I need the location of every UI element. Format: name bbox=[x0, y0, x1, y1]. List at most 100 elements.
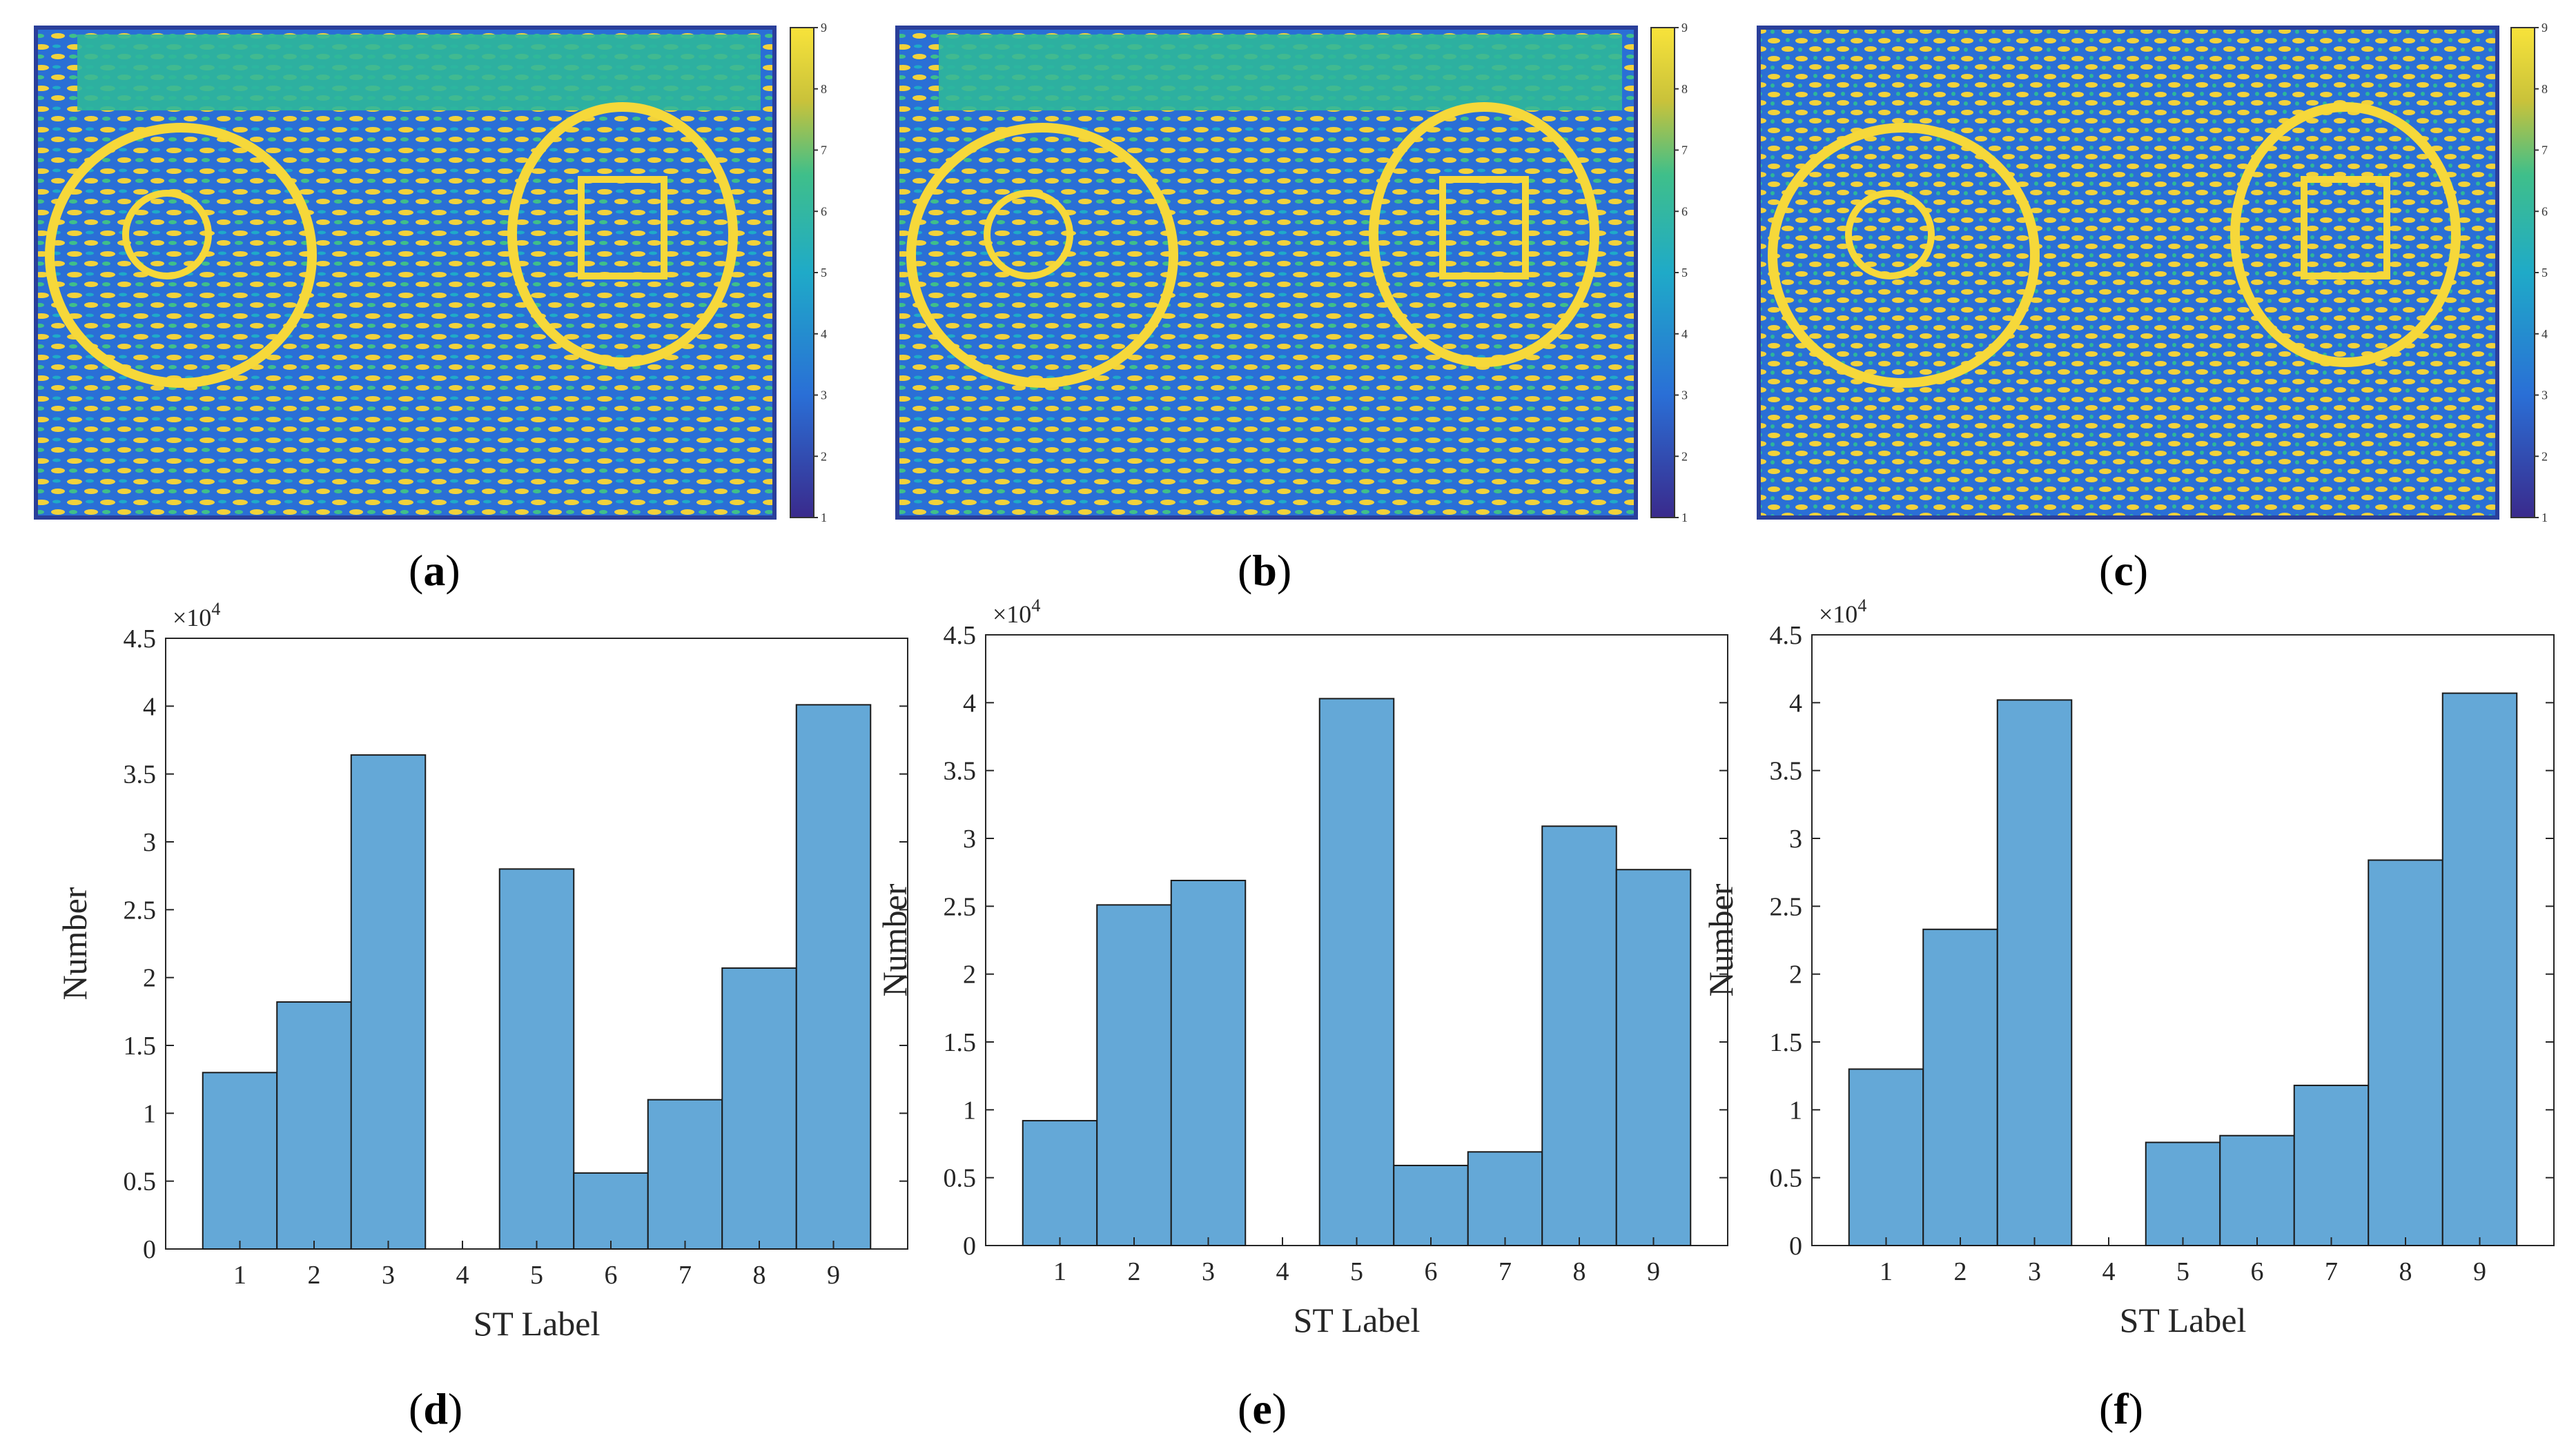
y-tick-label: 4 bbox=[963, 689, 976, 718]
colorbar-tick-label: 5 bbox=[2541, 266, 2548, 279]
bar bbox=[2368, 859, 2443, 1246]
bar bbox=[721, 967, 797, 1250]
colorbar-tick-label: 2 bbox=[821, 449, 827, 463]
colorbar-tick-label: 3 bbox=[821, 388, 827, 402]
x-tick-label: 2 bbox=[1954, 1257, 1967, 1286]
caption-f: (f) bbox=[2099, 1384, 2143, 1433]
colorbar-tick-label: 4 bbox=[1681, 327, 1688, 341]
caption-a: (a) bbox=[409, 546, 460, 595]
st-label-maps: 1 2 3 4 5 6 7 8 9 1 2 3 4 5 6 7 8 9 1 2 3 4 5 6 7 8 9 bbox=[34, 21, 2548, 524]
balloon-logo bbox=[122, 190, 212, 279]
y-tick-label: 0 bbox=[963, 1232, 976, 1261]
y-tick-label: 2.5 bbox=[944, 892, 977, 921]
bar bbox=[1318, 698, 1395, 1246]
y-tick-label: 4.5 bbox=[1770, 621, 1803, 650]
st-map-border bbox=[1757, 26, 2499, 520]
y-tick-label: 4.5 bbox=[124, 624, 157, 653]
colorbar-tick-label: 7 bbox=[821, 144, 827, 157]
colorbar-tick-label: 6 bbox=[821, 204, 827, 218]
balloon-right bbox=[507, 102, 738, 367]
x-tick-label: 9 bbox=[827, 1261, 840, 1290]
st-map-panel: 1 2 3 4 5 6 7 8 9 bbox=[1757, 21, 2548, 524]
y-axis-label: Number bbox=[875, 883, 914, 996]
bar bbox=[2145, 1141, 2221, 1246]
x-tick-label: 5 bbox=[1350, 1257, 1363, 1286]
colorbar-tick-label: 5 bbox=[821, 266, 827, 279]
colorbar-tick-label: 8 bbox=[821, 82, 827, 96]
bar bbox=[202, 1072, 278, 1250]
bar bbox=[1022, 1120, 1098, 1246]
y-tick-label: 2.5 bbox=[1770, 892, 1803, 921]
x-tick-label: 3 bbox=[2028, 1257, 2041, 1286]
x-tick-label: 2 bbox=[1128, 1257, 1141, 1286]
exponent-power: 4 bbox=[1857, 596, 1866, 616]
x-tick-label: 6 bbox=[1425, 1257, 1438, 1286]
x-tick-label: 8 bbox=[1573, 1257, 1586, 1286]
balloon-logo bbox=[1845, 190, 1935, 279]
bar bbox=[2441, 692, 2518, 1246]
x-axis-label: ST Label bbox=[1294, 1301, 1421, 1339]
y-tick-label: 3.5 bbox=[1770, 757, 1803, 786]
x-tick-label: 6 bbox=[605, 1261, 618, 1290]
colorbar-tick-label: 1 bbox=[1681, 511, 1688, 524]
colorbar-tick-label: 5 bbox=[1681, 266, 1688, 279]
bar bbox=[350, 754, 427, 1250]
bar bbox=[2219, 1134, 2295, 1246]
y-tick-label: 3 bbox=[1789, 825, 1802, 854]
st-map-panel: 1 2 3 4 5 6 7 8 9 bbox=[895, 21, 1688, 524]
colorbar bbox=[790, 27, 814, 518]
st-map-border bbox=[34, 26, 777, 520]
y-axis-label: Number bbox=[1701, 883, 1740, 996]
exponent-power: 4 bbox=[1031, 596, 1040, 616]
y-tick-label: 0 bbox=[1789, 1232, 1802, 1261]
bar bbox=[1096, 904, 1172, 1247]
colorbar-tick-label: 7 bbox=[1681, 144, 1688, 157]
colorbar-tick-label: 3 bbox=[1681, 388, 1688, 402]
colorbar-tick-label: 1 bbox=[821, 511, 827, 524]
x-tick-label: 3 bbox=[382, 1261, 395, 1290]
bar bbox=[1393, 1164, 1469, 1247]
x-tick-label: 4 bbox=[1276, 1257, 1289, 1286]
caption-e: (e) bbox=[1238, 1384, 1287, 1433]
colorbar-tick-label: 8 bbox=[2541, 82, 2548, 96]
y-tick-label: 4 bbox=[143, 692, 156, 721]
bar bbox=[573, 1172, 649, 1250]
bar bbox=[1615, 869, 1692, 1246]
y-tick-label: 2 bbox=[143, 964, 156, 993]
colorbar-tick-label: 4 bbox=[821, 327, 827, 341]
x-tick-label: 8 bbox=[2399, 1257, 2412, 1286]
exponent-base: ×10 bbox=[993, 600, 1031, 628]
y-tick-label: 0.5 bbox=[124, 1168, 157, 1197]
y-tick-label: 3.5 bbox=[944, 757, 977, 786]
caption-d: (d) bbox=[409, 1384, 463, 1433]
balloon-left bbox=[1768, 123, 2040, 388]
x-tick-label: 7 bbox=[1499, 1257, 1512, 1286]
colorbar bbox=[2510, 27, 2535, 518]
bar bbox=[1922, 928, 1998, 1247]
y-tick-label: 4.5 bbox=[944, 621, 977, 650]
y-tick-label: 3.5 bbox=[124, 760, 157, 789]
y-tick-label: 1.5 bbox=[1770, 1028, 1803, 1057]
y-tick-label: 1 bbox=[143, 1099, 156, 1128]
sky-region bbox=[939, 35, 1622, 110]
y-exponent-label: ×104 bbox=[1819, 596, 1866, 628]
bar bbox=[1848, 1068, 1924, 1247]
bar bbox=[498, 868, 575, 1250]
balloon-left bbox=[906, 123, 1178, 388]
colorbar-tick-label: 6 bbox=[2541, 204, 2548, 218]
colorbar-tick-label: 8 bbox=[1681, 82, 1688, 96]
y-tick-label: 1 bbox=[1789, 1096, 1802, 1125]
bar bbox=[2293, 1084, 2370, 1247]
x-tick-label: 7 bbox=[679, 1261, 692, 1290]
bar bbox=[276, 1001, 352, 1250]
y-tick-label: 1 bbox=[963, 1096, 976, 1125]
x-tick-label: 1 bbox=[1880, 1257, 1893, 1286]
st-map-border bbox=[895, 26, 1638, 520]
colorbar bbox=[1650, 27, 1675, 518]
bar bbox=[1467, 1151, 1543, 1247]
x-tick-label: 9 bbox=[1647, 1257, 1660, 1286]
